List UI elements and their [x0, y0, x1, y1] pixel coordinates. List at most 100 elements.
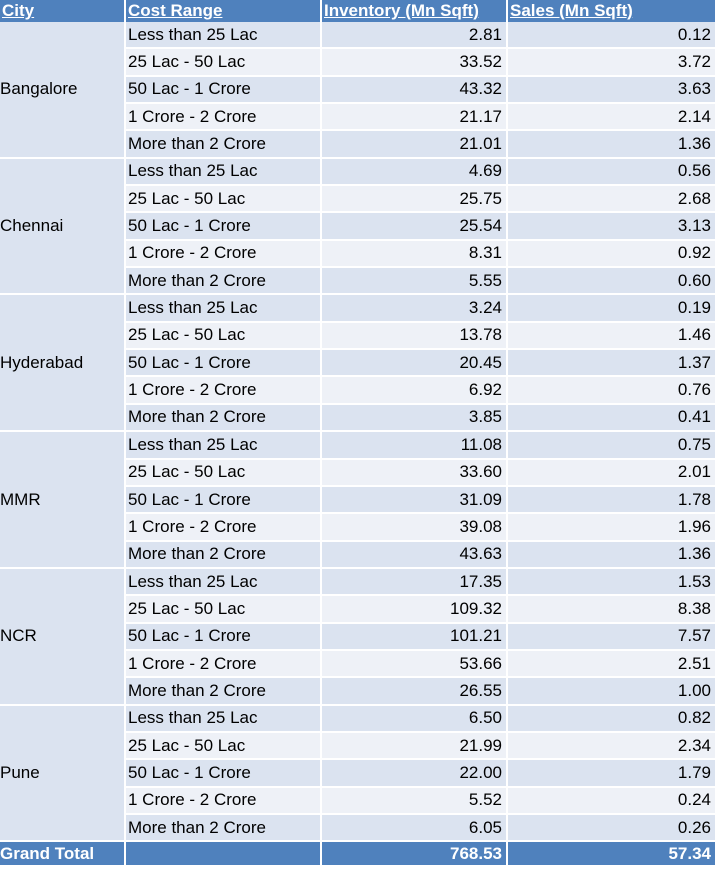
inventory-cell: 17.35 [321, 567, 508, 597]
cost-range-cell: Less than 25 Lac [125, 431, 322, 460]
sales-cell: 0.26 [507, 813, 717, 843]
inventory-cell: 6.50 [321, 704, 508, 733]
inventory-cell: 4.69 [321, 157, 508, 187]
cost-range-cell: 50 Lac - 1 Crore [125, 485, 322, 515]
cost-range-cell: More than 2 Crore [125, 403, 322, 433]
table-row: 1 Crore - 2 Crore 5.52 0.24 [0, 786, 717, 815]
inventory-cell: 109.32 [321, 595, 508, 624]
sales-cell: 0.60 [507, 267, 717, 296]
sales-cell: 1.36 [507, 130, 717, 159]
header-inventory[interactable]: Inventory (Mn Sqft) [321, 0, 508, 22]
sales-cell: 0.41 [507, 403, 717, 433]
table-row: 1 Crore - 2 Crore 53.66 2.51 [0, 649, 717, 679]
sales-cell: 1.00 [507, 677, 717, 706]
city-cell: NCR [0, 567, 126, 706]
city-cell: Chennai [0, 157, 126, 296]
cost-range-cell: 50 Lac - 1 Crore [125, 622, 322, 651]
sales-cell: 0.92 [507, 239, 717, 269]
inventory-cell: 21.17 [321, 103, 508, 132]
sales-cell: 2.51 [507, 649, 717, 679]
table-row: Bangalore Less than 25 Lac 2.81 0.12 [0, 22, 717, 159]
inventory-cell: 21.99 [321, 731, 508, 761]
inventory-cell: 6.92 [321, 376, 508, 405]
cost-range-cell: More than 2 Crore [125, 677, 322, 706]
inventory-cell: 39.08 [321, 513, 508, 542]
inventory-cell: 25.54 [321, 212, 508, 241]
cost-range-cell: 50 Lac - 1 Crore [125, 759, 322, 788]
sales-cell: 1.46 [507, 321, 717, 351]
sales-cell: 1.79 [507, 759, 717, 788]
cost-range-cell: 1 Crore - 2 Crore [125, 376, 322, 405]
sales-cell: 2.68 [507, 185, 717, 214]
table-row: 50 Lac - 1 Crore 22.00 1.79 [0, 759, 717, 788]
cost-range-cell: Less than 25 Lac [125, 704, 322, 733]
table-row: More than 2 Crore 26.55 1.00 [0, 677, 717, 706]
inventory-cell: 6.05 [321, 813, 508, 843]
cost-range-cell: 25 Lac - 50 Lac [125, 595, 322, 624]
inventory-cell: 21.01 [321, 130, 508, 159]
header-cost-range[interactable]: Cost Range [125, 0, 322, 22]
table-row: 1 Crore - 2 Crore 39.08 1.96 [0, 513, 717, 542]
cost-range-cell: 50 Lac - 1 Crore [125, 212, 322, 241]
cost-range-cell: 1 Crore - 2 Crore [125, 103, 322, 132]
sales-cell: 1.96 [507, 513, 717, 542]
table-row: 25 Lac - 50 Lac 25.75 2.68 [0, 185, 717, 214]
table-row: 50 Lac - 1 Crore 43.32 3.63 [0, 75, 717, 105]
sales-cell: 2.34 [507, 731, 717, 761]
grand-total-label: Grand Total [0, 841, 126, 866]
table-row: MMR Less than 25 Lac 11.08 0.75 [0, 431, 717, 569]
sales-cell: 7.57 [507, 622, 717, 651]
header-sales[interactable]: Sales (Mn Sqft) [507, 0, 717, 22]
inventory-cell: 8.31 [321, 239, 508, 269]
inventory-cell: 20.45 [321, 349, 508, 378]
cost-range-cell: Less than 25 Lac [125, 157, 322, 187]
table-row: Chennai Less than 25 Lac 4.69 0.56 [0, 157, 717, 296]
table-row: 50 Lac - 1 Crore 25.54 3.13 [0, 212, 717, 241]
cost-range-cell: Less than 25 Lac [125, 294, 322, 323]
header-city[interactable]: City [0, 0, 126, 22]
sales-cell: 8.38 [507, 595, 717, 624]
table-row: 25 Lac - 50 Lac 33.52 3.72 [0, 48, 717, 77]
sales-cell: 1.37 [507, 349, 717, 378]
cost-range-table: City Cost Range Inventory (Mn Sqft) Sale… [0, 0, 717, 866]
table-row: 25 Lac - 50 Lac 21.99 2.34 [0, 731, 717, 761]
inventory-cell: 3.24 [321, 294, 508, 323]
cost-range-cell: Less than 25 Lac [125, 22, 322, 50]
table-row: 50 Lac - 1 Crore 101.21 7.57 [0, 622, 717, 651]
cost-range-cell: More than 2 Crore [125, 130, 322, 159]
table-row: 25 Lac - 50 Lac 33.60 2.01 [0, 458, 717, 487]
sales-cell: 1.78 [507, 485, 717, 515]
cost-range-cell: More than 2 Crore [125, 813, 322, 843]
table-row: 50 Lac - 1 Crore 31.09 1.78 [0, 485, 717, 515]
cost-range-cell: 1 Crore - 2 Crore [125, 513, 322, 542]
table-row: More than 2 Crore 3.85 0.41 [0, 403, 717, 433]
cost-range-cell: Less than 25 Lac [125, 567, 322, 597]
cost-range-cell: 50 Lac - 1 Crore [125, 75, 322, 105]
cost-range-cell: 25 Lac - 50 Lac [125, 48, 322, 77]
sales-cell: 0.56 [507, 157, 717, 187]
table-row: More than 2 Crore 5.55 0.60 [0, 267, 717, 296]
sales-cell: 0.82 [507, 704, 717, 733]
header-row: City Cost Range Inventory (Mn Sqft) Sale… [0, 0, 717, 22]
grand-total-row: Grand Total 768.53 57.34 [0, 841, 717, 866]
table-row: 25 Lac - 50 Lac 109.32 8.38 [0, 595, 717, 624]
inventory-cell: 5.55 [321, 267, 508, 296]
cost-range-cell: 25 Lac - 50 Lac [125, 321, 322, 351]
table-row: 25 Lac - 50 Lac 13.78 1.46 [0, 321, 717, 351]
inventory-cell: 26.55 [321, 677, 508, 706]
inventory-cell: 33.52 [321, 48, 508, 77]
sales-cell: 2.01 [507, 458, 717, 487]
table-row: 50 Lac - 1 Crore 20.45 1.37 [0, 349, 717, 378]
table-row: NCR Less than 25 Lac 17.35 1.53 [0, 567, 717, 706]
sales-cell: 1.36 [507, 540, 717, 569]
grand-total-sales: 57.34 [507, 841, 717, 866]
cost-range-cell: 25 Lac - 50 Lac [125, 185, 322, 214]
cost-range-cell: 1 Crore - 2 Crore [125, 786, 322, 815]
table-row: 1 Crore - 2 Crore 8.31 0.92 [0, 239, 717, 269]
table-body: Bangalore Less than 25 Lac 2.81 0.12 25 Lac … [0, 22, 717, 843]
inventory-cell: 5.52 [321, 786, 508, 815]
sales-cell: 0.76 [507, 376, 717, 405]
inventory-cell: 43.63 [321, 540, 508, 569]
sales-cell: 0.75 [507, 431, 717, 460]
inventory-cell: 25.75 [321, 185, 508, 214]
